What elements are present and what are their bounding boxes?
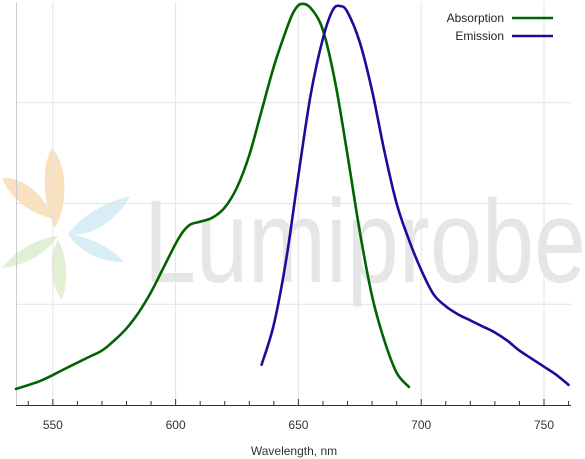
watermark-petal-green xyxy=(2,236,58,268)
legend-label-absorption: Absorption xyxy=(447,11,504,25)
x-axis-title: Wavelength, nm xyxy=(251,444,337,458)
watermark-petal-green-lower xyxy=(51,240,67,300)
watermark-petal-orange-left xyxy=(2,177,52,218)
watermark-logo: Lumiprobe xyxy=(2,148,585,308)
x-tick-labels: 550 600 650 700 750 xyxy=(43,418,554,432)
legend: Absorption Emission xyxy=(447,11,553,43)
watermark-petal-orange xyxy=(44,148,65,228)
legend-label-emission: Emission xyxy=(455,29,504,43)
x-tick-label: 550 xyxy=(43,418,63,432)
watermark-petal-blue xyxy=(68,196,130,235)
x-tick-label: 700 xyxy=(411,418,431,432)
grid xyxy=(16,2,571,405)
series-line-absorption xyxy=(14,2,411,391)
watermark-text: Lumiprobe xyxy=(144,176,585,308)
axes xyxy=(16,2,571,406)
series-layer xyxy=(14,2,570,391)
watermark-petal-blue-lower xyxy=(68,234,124,262)
x-tick-label: 600 xyxy=(166,418,186,432)
x-tick-label: 750 xyxy=(534,418,554,432)
x-tick-label: 650 xyxy=(288,418,308,432)
series-line-emission xyxy=(260,4,570,387)
